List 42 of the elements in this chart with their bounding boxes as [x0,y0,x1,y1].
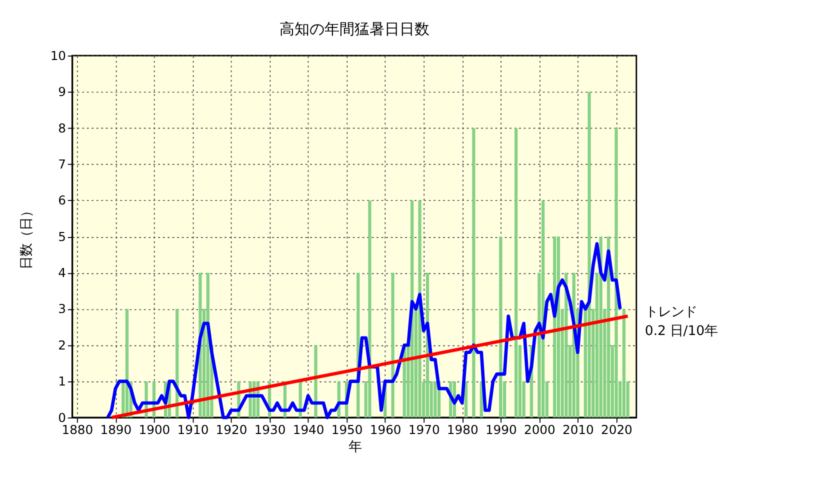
bar [434,381,437,418]
y-tick-label: 8 [58,121,66,136]
x-tick-label: 1970 [408,423,440,438]
bar [472,128,476,418]
bar [391,272,394,418]
x-tick-label: 1920 [216,423,248,438]
y-tick-label: 2 [58,338,66,352]
bar [314,345,318,418]
y-tick-label: 5 [58,230,66,244]
bar [614,128,618,418]
x-tick-label: 1940 [292,423,324,438]
x-tick-label: 1910 [177,423,209,438]
y-tick-label: 9 [58,85,66,100]
x-tick-label: 1990 [485,423,517,438]
y-axis-title: 日数（日） [19,204,34,270]
annotation: トレンド 0.2 日/10年 [644,305,718,340]
x-tick-label: 1880 [62,423,94,438]
y-tick-label: 6 [58,194,66,208]
chart-title: 高知の年間猛暑日日数 [279,20,430,38]
y-tick-label: 10 [50,48,66,63]
x-tick-label: 2010 [562,423,594,438]
y-tick-label: 4 [58,266,66,280]
y-tick-label: 3 [58,302,66,316]
x-tick-label: 1960 [370,423,402,438]
y-tick-label: 7 [58,157,66,172]
x-tick-label: 1900 [138,423,170,438]
line-series [106,242,622,420]
bar [499,236,502,418]
y-tick-label: 0 [58,410,66,425]
bar [588,92,591,418]
x-tick-label: 2000 [524,423,556,438]
x-tick-label: 2020 [601,423,633,438]
bar [464,381,468,418]
y-tick-label: 1 [58,374,66,389]
x-tick-label: 1930 [254,423,286,438]
x-tick-label: 1950 [331,423,363,438]
x-tick-label: 1890 [100,423,132,438]
bar [622,308,626,418]
x-axis-title: 年 [348,440,362,456]
bar [514,128,518,418]
x-tick-label: 1980 [446,423,478,438]
bar [368,200,372,418]
